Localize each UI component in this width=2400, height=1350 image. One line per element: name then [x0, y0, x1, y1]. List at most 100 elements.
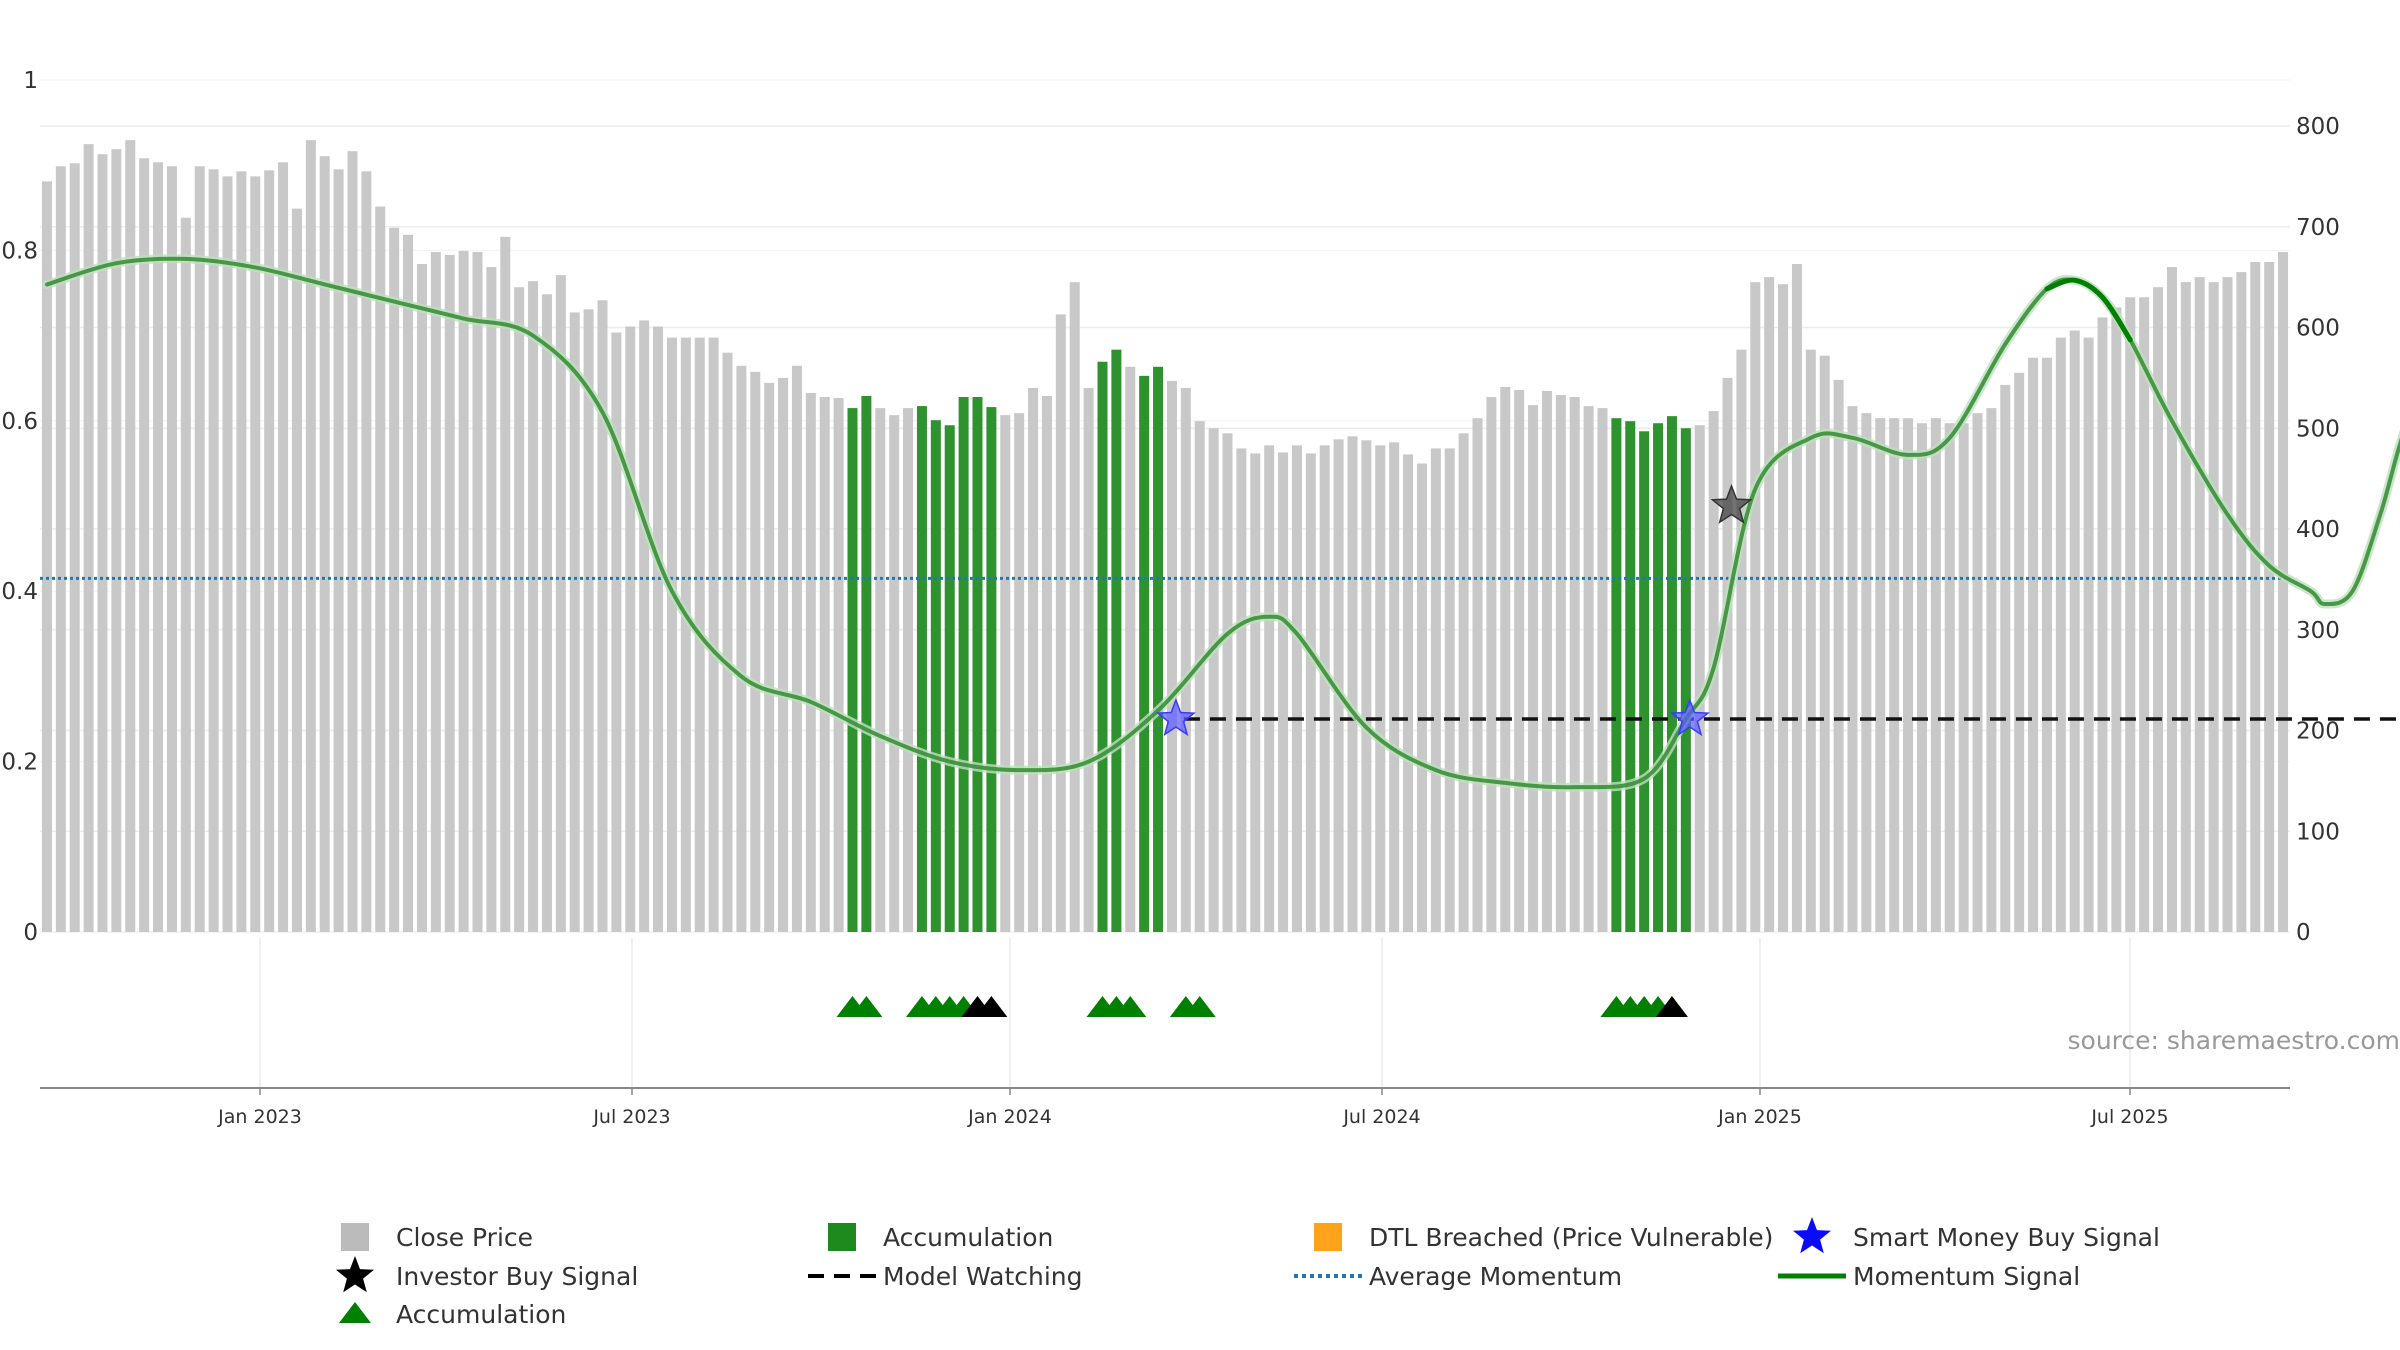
close-price-bar — [333, 169, 344, 932]
close-price-bar — [1250, 453, 1261, 932]
close-price-bar — [805, 392, 816, 932]
y-right-tick-label: 400 — [2296, 517, 2340, 543]
close-price-bar — [569, 312, 580, 932]
accumulation-bar — [986, 407, 997, 932]
close-price-bar — [236, 171, 247, 932]
close-price-bar — [69, 163, 80, 933]
close-price-bar — [2055, 337, 2066, 932]
close-price-bar — [2194, 277, 2205, 932]
close-price-bar — [180, 217, 191, 932]
close-price-bar — [1403, 454, 1414, 932]
close-price-bar — [125, 140, 136, 933]
close-price-bar — [1583, 406, 1594, 933]
close-price-bar — [528, 281, 539, 932]
smart-money-buy-star — [1155, 697, 1197, 737]
close-price-bar — [83, 144, 94, 932]
accumulation-bar — [972, 397, 983, 933]
close-price-bar — [1444, 448, 1455, 932]
x-tick-label: Jan 2023 — [217, 1106, 302, 1128]
close-price-bar — [2125, 297, 2136, 932]
accumulation-bar — [1153, 366, 1164, 933]
close-price-bar — [1319, 445, 1330, 932]
accumulation-bar — [1653, 423, 1664, 932]
close-price-bar — [1736, 349, 1747, 932]
accumulation-triangle — [975, 996, 1008, 1017]
close-price-bar — [1361, 440, 1372, 932]
close-price-bar — [2041, 357, 2052, 933]
close-price-bar — [403, 234, 414, 932]
close-price-bar — [2083, 337, 2094, 932]
close-price-bar — [1569, 397, 1580, 933]
close-price-bar — [1083, 387, 1094, 932]
close-price-bar — [1555, 395, 1566, 932]
close-price-bar — [1875, 418, 1886, 932]
close-price-bar — [2069, 330, 2080, 933]
close-price-bar — [1055, 314, 1066, 933]
close-price-bar — [1389, 442, 1400, 932]
close-price-bar — [430, 251, 441, 932]
accumulation-bar — [1639, 431, 1650, 932]
close-price-bar — [2166, 267, 2177, 932]
close-price-bar — [2250, 262, 2261, 932]
legend-label: Close Price — [396, 1223, 533, 1252]
legend-marker — [1314, 1223, 1342, 1251]
close-price-bar — [736, 365, 747, 932]
accumulation-bar — [930, 420, 941, 932]
y-left-tick-label: 0.4 — [1, 579, 38, 605]
legend-marker — [336, 1256, 374, 1293]
legend-label: Momentum Signal — [1853, 1262, 2080, 1291]
close-price-bar — [1375, 445, 1386, 932]
close-price-bar — [1778, 284, 1789, 932]
accumulation-bar — [847, 408, 858, 933]
close-price-bar — [166, 166, 177, 933]
legend-label: Accumulation — [396, 1300, 566, 1329]
close-price-bar — [1833, 379, 1844, 932]
close-price-bar — [1180, 387, 1191, 932]
close-price-bar — [1930, 418, 1941, 932]
close-price-bar — [2097, 317, 2108, 932]
legend-label: Average Momentum — [1369, 1262, 1622, 1291]
y-right-tick-label: 800 — [2296, 114, 2340, 140]
legend-label: Accumulation — [883, 1223, 1053, 1252]
close-price-bar — [1291, 445, 1302, 932]
close-price-bar — [1903, 418, 1914, 932]
x-tick-label: Jul 2023 — [592, 1106, 670, 1128]
close-price-bar — [2014, 372, 2025, 932]
accumulation-bar — [958, 397, 969, 933]
accumulation-bar — [1625, 421, 1636, 932]
accumulation-triangle — [1655, 996, 1688, 1017]
close-price-bar — [903, 408, 914, 933]
close-price-bar — [1972, 413, 1983, 932]
close-price-bar — [555, 275, 566, 932]
y-right-tick-label: 500 — [2296, 416, 2340, 442]
close-price-bar — [2153, 287, 2164, 932]
close-price-bar — [666, 337, 677, 932]
accumulation-triangle — [850, 996, 883, 1017]
accumulation-bar — [1139, 375, 1150, 932]
close-price-bar — [375, 206, 386, 933]
close-price-bar — [1166, 380, 1177, 933]
accumulation-triangles — [836, 996, 1688, 1017]
legend-label: Smart Money Buy Signal — [1853, 1223, 2160, 1252]
legend-marker — [339, 1302, 371, 1323]
close-price-bar — [1889, 418, 1900, 932]
close-price-bar — [153, 162, 164, 932]
close-price-bar — [2222, 277, 2233, 932]
close-price-bar — [1958, 423, 1969, 932]
close-price-bar — [597, 300, 608, 932]
close-price-bar — [1458, 433, 1469, 932]
accumulation-bar — [1611, 418, 1622, 932]
close-price-bar — [1208, 428, 1219, 932]
close-price-bar — [472, 251, 483, 932]
close-price-bar — [2264, 262, 2275, 932]
accumulation-bar — [944, 425, 955, 932]
smart-money-buy-star — [1669, 697, 1710, 737]
legend: Close Price Accumulation DTL Breached (Pri… — [336, 1217, 2160, 1329]
close-price-bar — [500, 236, 511, 932]
close-price-bar — [1541, 390, 1552, 932]
close-price-bar — [1028, 387, 1039, 932]
accumulation-bar — [916, 406, 927, 933]
y-right-tick-label: 100 — [2296, 819, 2340, 845]
y-left-tick-label: 0.2 — [1, 750, 38, 776]
